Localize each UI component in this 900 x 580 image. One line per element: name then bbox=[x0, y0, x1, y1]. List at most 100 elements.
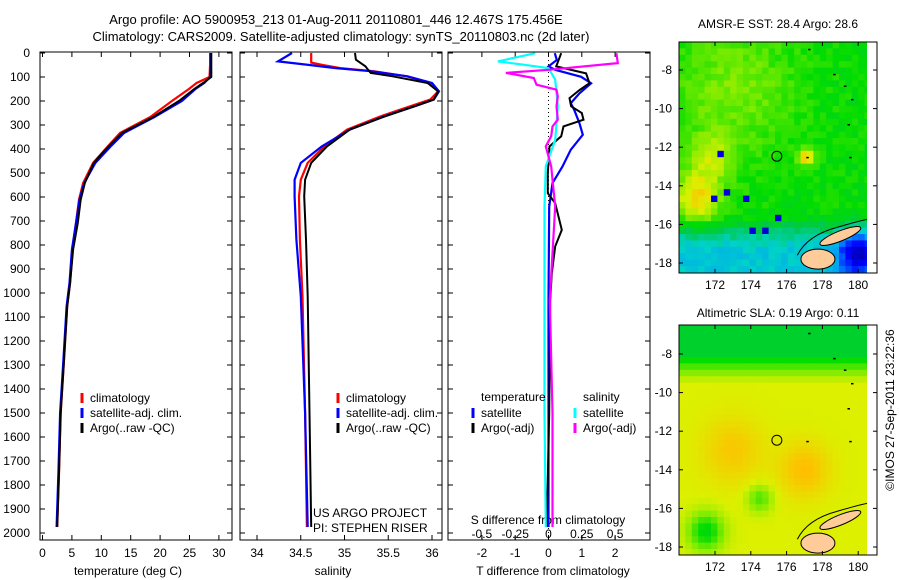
heatmap-cell bbox=[800, 202, 808, 209]
heatmap-cell bbox=[858, 93, 865, 100]
heatmap-cell bbox=[775, 344, 782, 351]
heatmap-cell bbox=[743, 472, 750, 479]
heatmap-cell bbox=[781, 163, 789, 171]
heatmap-cell bbox=[717, 421, 725, 428]
heatmap-cell bbox=[691, 446, 699, 454]
heatmap-cell bbox=[851, 536, 859, 543]
heatmap-cell bbox=[679, 170, 686, 177]
x-tick-label: 30 bbox=[212, 546, 226, 560]
heatmap-cell bbox=[775, 42, 782, 49]
heatmap-cell bbox=[813, 221, 821, 228]
heatmap-cell bbox=[743, 54, 750, 62]
heatmap-cell bbox=[775, 259, 782, 267]
heatmap-cell bbox=[807, 195, 814, 203]
heatmap-cell bbox=[775, 106, 782, 113]
heatmap-cell bbox=[698, 497, 705, 505]
heatmap-cell bbox=[749, 363, 757, 371]
heatmap-cell bbox=[826, 80, 833, 88]
heatmap-cell bbox=[698, 440, 705, 447]
heatmap-cell bbox=[717, 459, 725, 467]
heatmap-cell bbox=[698, 144, 705, 152]
heatmap-cell bbox=[839, 106, 846, 113]
heatmap-cell bbox=[864, 453, 867, 460]
heatmap-cell bbox=[800, 529, 808, 537]
heatmap-cell bbox=[845, 465, 853, 473]
heatmap-cell bbox=[858, 214, 865, 222]
heatmap-cell bbox=[781, 510, 789, 518]
heatmap-cell bbox=[743, 395, 750, 403]
heatmap-cell bbox=[704, 478, 712, 486]
heatmap-cell bbox=[775, 491, 782, 499]
heatmap-cell bbox=[858, 144, 865, 152]
heatmap-cell bbox=[851, 363, 859, 371]
heatmap-cell bbox=[736, 182, 744, 190]
heatmap-cell bbox=[723, 150, 731, 158]
heatmap-cell bbox=[723, 182, 731, 190]
heatmap-cell bbox=[749, 170, 757, 177]
heatmap-cell bbox=[717, 234, 725, 241]
heatmap-cell bbox=[807, 350, 814, 358]
legend-label: Argo(..raw -QC) bbox=[90, 421, 175, 435]
heatmap-cell bbox=[736, 510, 744, 518]
heatmap-cell bbox=[698, 266, 705, 273]
heatmap-cell bbox=[698, 504, 705, 511]
heatmap-cell bbox=[807, 74, 814, 81]
heatmap-cell bbox=[794, 42, 801, 49]
heatmap-cell bbox=[864, 337, 867, 345]
heatmap-cell bbox=[851, 131, 859, 139]
heatmap-cell bbox=[807, 144, 814, 152]
heatmap-cell bbox=[717, 202, 725, 209]
series-line-s-argo-adj- bbox=[505, 53, 620, 527]
heatmap-cell bbox=[775, 542, 782, 550]
heatmap-cell bbox=[743, 389, 750, 396]
heatmap-cell bbox=[807, 529, 814, 537]
heatmap-cell bbox=[800, 389, 808, 396]
heatmap-cell bbox=[832, 504, 840, 511]
heatmap-cell bbox=[839, 549, 846, 555]
heatmap-cell bbox=[858, 472, 865, 479]
heatmap-cell bbox=[711, 325, 718, 332]
heatmap-cell bbox=[813, 99, 821, 107]
heatmap-cell bbox=[704, 253, 712, 260]
heatmap-cell bbox=[858, 395, 865, 403]
lon-tick-label: 174 bbox=[741, 278, 761, 292]
heatmap-cell bbox=[679, 376, 686, 383]
heatmap-cell bbox=[807, 48, 814, 56]
heatmap-cell bbox=[851, 478, 859, 486]
heatmap-cell bbox=[826, 408, 833, 415]
heatmap-cell bbox=[781, 504, 789, 511]
heatmap-cell bbox=[851, 246, 859, 254]
island-mark bbox=[833, 357, 836, 360]
heatmap-cell bbox=[711, 529, 718, 537]
heatmap-cell bbox=[832, 189, 840, 196]
heatmap-cell bbox=[826, 131, 833, 139]
heatmap-cell bbox=[679, 80, 686, 88]
heatmap-cell bbox=[691, 376, 699, 383]
heatmap-cell bbox=[749, 74, 757, 81]
heatmap-cell bbox=[762, 157, 769, 164]
legend-label: satellite bbox=[583, 406, 624, 420]
heatmap-cell bbox=[711, 221, 718, 228]
land-viti-levu bbox=[800, 532, 836, 554]
heatmap-cell bbox=[755, 99, 763, 107]
heatmap-cell bbox=[832, 163, 840, 171]
heatmap-cell bbox=[864, 131, 867, 139]
heatmap-cell bbox=[717, 125, 725, 132]
heatmap-cell bbox=[787, 259, 795, 267]
heatmap-cell bbox=[845, 331, 853, 339]
heatmap-cell bbox=[717, 523, 725, 531]
heatmap-cell bbox=[775, 376, 782, 383]
heatmap-cell bbox=[730, 67, 737, 75]
heatmap-cell bbox=[794, 517, 801, 524]
heatmap-cell bbox=[717, 214, 725, 222]
heatmap-cell bbox=[781, 325, 789, 332]
heatmap-cell bbox=[736, 106, 744, 113]
heatmap-cell bbox=[787, 433, 795, 441]
heatmap-cell bbox=[730, 246, 737, 254]
heatmap-cell bbox=[736, 446, 744, 454]
heatmap-cell bbox=[864, 170, 867, 177]
heatmap-cell bbox=[743, 125, 750, 132]
heatmap-cell bbox=[794, 549, 801, 555]
heatmap-cell bbox=[755, 510, 763, 518]
heatmap-cell bbox=[698, 253, 705, 260]
